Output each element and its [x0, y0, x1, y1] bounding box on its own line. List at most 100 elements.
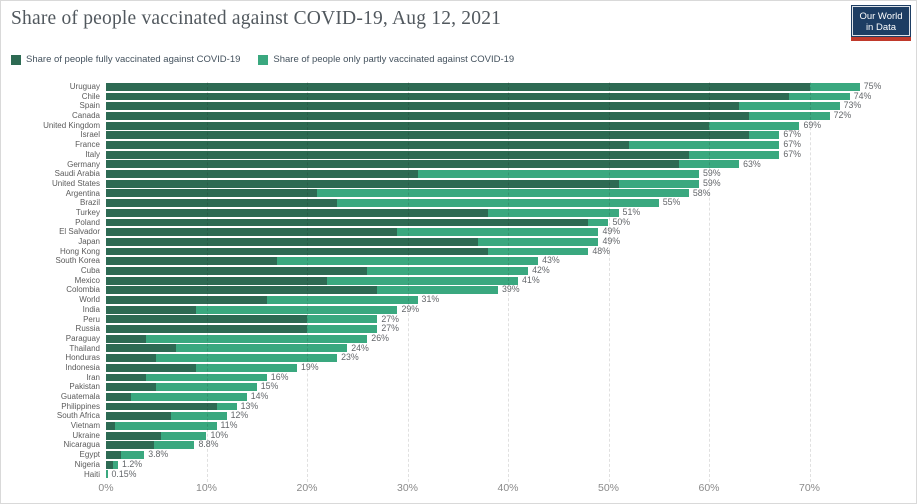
segment-fully-vaccinated[interactable]	[106, 218, 589, 227]
segment-partly-vaccinated[interactable]	[146, 373, 267, 382]
segment-fully-vaccinated[interactable]	[106, 92, 790, 101]
segment-fully-vaccinated[interactable]	[106, 392, 132, 401]
segment-fully-vaccinated[interactable]	[106, 325, 307, 333]
segment-fully-vaccinated[interactable]	[106, 412, 172, 421]
segment-partly-vaccinated[interactable]	[113, 460, 119, 469]
segment-fully-vaccinated[interactable]	[106, 354, 157, 363]
segment-fully-vaccinated[interactable]	[106, 276, 328, 285]
segment-partly-vaccinated[interactable]	[337, 199, 659, 208]
segment-partly-vaccinated[interactable]	[487, 208, 619, 217]
country-label[interactable]: Japan	[78, 237, 100, 246]
country-label[interactable]: Guatemala	[60, 392, 100, 401]
segment-partly-vaccinated[interactable]	[789, 92, 850, 101]
country-label[interactable]: Argentina	[65, 188, 100, 198]
segment-fully-vaccinated[interactable]	[106, 315, 307, 324]
country-label[interactable]: Russia	[75, 324, 100, 334]
segment-partly-vaccinated[interactable]	[276, 257, 539, 266]
segment-partly-vaccinated[interactable]	[216, 402, 237, 411]
country-label[interactable]: South Korea	[55, 256, 100, 266]
segment-partly-vaccinated[interactable]	[809, 82, 860, 91]
segment-partly-vaccinated[interactable]	[115, 421, 217, 430]
segment-partly-vaccinated[interactable]	[176, 344, 348, 353]
segment-partly-vaccinated[interactable]	[154, 441, 195, 450]
segment-partly-vaccinated[interactable]	[156, 383, 257, 392]
segment-fully-vaccinated[interactable]	[106, 431, 162, 440]
segment-partly-vaccinated[interactable]	[417, 170, 699, 178]
segment-partly-vaccinated[interactable]	[397, 228, 599, 237]
country-label[interactable]: Uruguay	[69, 82, 100, 91]
segment-partly-vaccinated[interactable]	[749, 131, 780, 140]
country-label[interactable]: Chile	[81, 91, 100, 101]
segment-fully-vaccinated[interactable]	[106, 421, 116, 430]
segment-fully-vaccinated[interactable]	[106, 141, 629, 149]
segment-partly-vaccinated[interactable]	[196, 305, 398, 314]
segment-fully-vaccinated[interactable]	[106, 247, 488, 256]
segment-fully-vaccinated[interactable]	[106, 131, 750, 140]
country-label[interactable]: Germany	[67, 159, 100, 169]
country-label[interactable]: Hong Kong	[59, 246, 100, 256]
segment-partly-vaccinated[interactable]	[156, 354, 338, 363]
country-label[interactable]: France	[75, 140, 100, 150]
segment-partly-vaccinated[interactable]	[618, 179, 699, 188]
segment-partly-vaccinated[interactable]	[266, 296, 418, 304]
country-label[interactable]: Nigeria	[74, 459, 100, 469]
segment-partly-vaccinated[interactable]	[106, 470, 108, 479]
country-label[interactable]: South Africa	[56, 411, 100, 421]
country-label[interactable]: Paraguay	[65, 333, 100, 343]
segment-partly-vaccinated[interactable]	[121, 451, 145, 459]
segment-fully-vaccinated[interactable]	[106, 344, 177, 353]
country-label[interactable]: El Salvador	[59, 227, 100, 237]
owid-logo[interactable]: Our World in Data	[851, 5, 911, 41]
country-label[interactable]: India	[82, 304, 100, 314]
country-label[interactable]: Thailand	[69, 343, 100, 353]
country-label[interactable]: Brazil	[79, 198, 100, 208]
country-label[interactable]: Pakistan	[69, 382, 100, 392]
country-label[interactable]: Colombia	[66, 285, 100, 295]
segment-fully-vaccinated[interactable]	[106, 111, 750, 120]
segment-partly-vaccinated[interactable]	[146, 334, 368, 343]
segment-fully-vaccinated[interactable]	[106, 150, 689, 159]
segment-partly-vaccinated[interactable]	[317, 189, 689, 198]
segment-partly-vaccinated[interactable]	[739, 102, 840, 111]
segment-fully-vaccinated[interactable]	[106, 286, 378, 295]
country-label[interactable]: United States	[51, 178, 100, 188]
country-label[interactable]: Nicaragua	[63, 440, 100, 450]
segment-partly-vaccinated[interactable]	[487, 247, 589, 256]
segment-fully-vaccinated[interactable]	[106, 160, 679, 169]
segment-partly-vaccinated[interactable]	[709, 121, 800, 130]
segment-partly-vaccinated[interactable]	[377, 286, 498, 295]
segment-partly-vaccinated[interactable]	[307, 325, 378, 333]
segment-fully-vaccinated[interactable]	[106, 305, 197, 314]
country-label[interactable]: World	[79, 295, 100, 305]
segment-partly-vaccinated[interactable]	[131, 392, 247, 401]
segment-partly-vaccinated[interactable]	[628, 141, 780, 149]
segment-fully-vaccinated[interactable]	[106, 373, 147, 382]
segment-fully-vaccinated[interactable]	[106, 82, 810, 91]
segment-partly-vaccinated[interactable]	[196, 363, 297, 372]
segment-fully-vaccinated[interactable]	[106, 199, 338, 208]
segment-partly-vaccinated[interactable]	[678, 160, 740, 169]
segment-partly-vaccinated[interactable]	[688, 150, 780, 159]
country-label[interactable]: Ukraine	[72, 430, 100, 440]
segment-partly-vaccinated[interactable]	[367, 266, 529, 275]
segment-fully-vaccinated[interactable]	[106, 266, 368, 275]
segment-partly-vaccinated[interactable]	[749, 111, 830, 120]
country-label[interactable]: Italy	[85, 149, 100, 159]
segment-fully-vaccinated[interactable]	[106, 189, 318, 198]
segment-fully-vaccinated[interactable]	[106, 383, 157, 392]
country-label[interactable]: Cuba	[80, 266, 100, 276]
segment-fully-vaccinated[interactable]	[106, 296, 267, 304]
country-label[interactable]: Turkey	[75, 207, 100, 217]
segment-fully-vaccinated[interactable]	[106, 460, 114, 469]
segment-fully-vaccinated[interactable]	[106, 208, 488, 217]
segment-partly-vaccinated[interactable]	[588, 218, 609, 227]
segment-partly-vaccinated[interactable]	[477, 237, 599, 246]
segment-fully-vaccinated[interactable]	[106, 170, 418, 178]
country-label[interactable]: Vietnam	[70, 421, 100, 431]
segment-partly-vaccinated[interactable]	[307, 315, 378, 324]
segment-fully-vaccinated[interactable]	[106, 102, 740, 111]
country-label[interactable]: Philippines	[61, 401, 100, 411]
segment-fully-vaccinated[interactable]	[106, 441, 155, 450]
country-label[interactable]: Iran	[86, 372, 100, 382]
country-label[interactable]: Egypt	[79, 450, 100, 460]
